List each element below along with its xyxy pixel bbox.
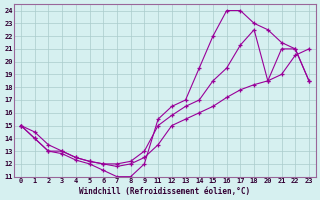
X-axis label: Windchill (Refroidissement éolien,°C): Windchill (Refroidissement éolien,°C) (79, 187, 251, 196)
